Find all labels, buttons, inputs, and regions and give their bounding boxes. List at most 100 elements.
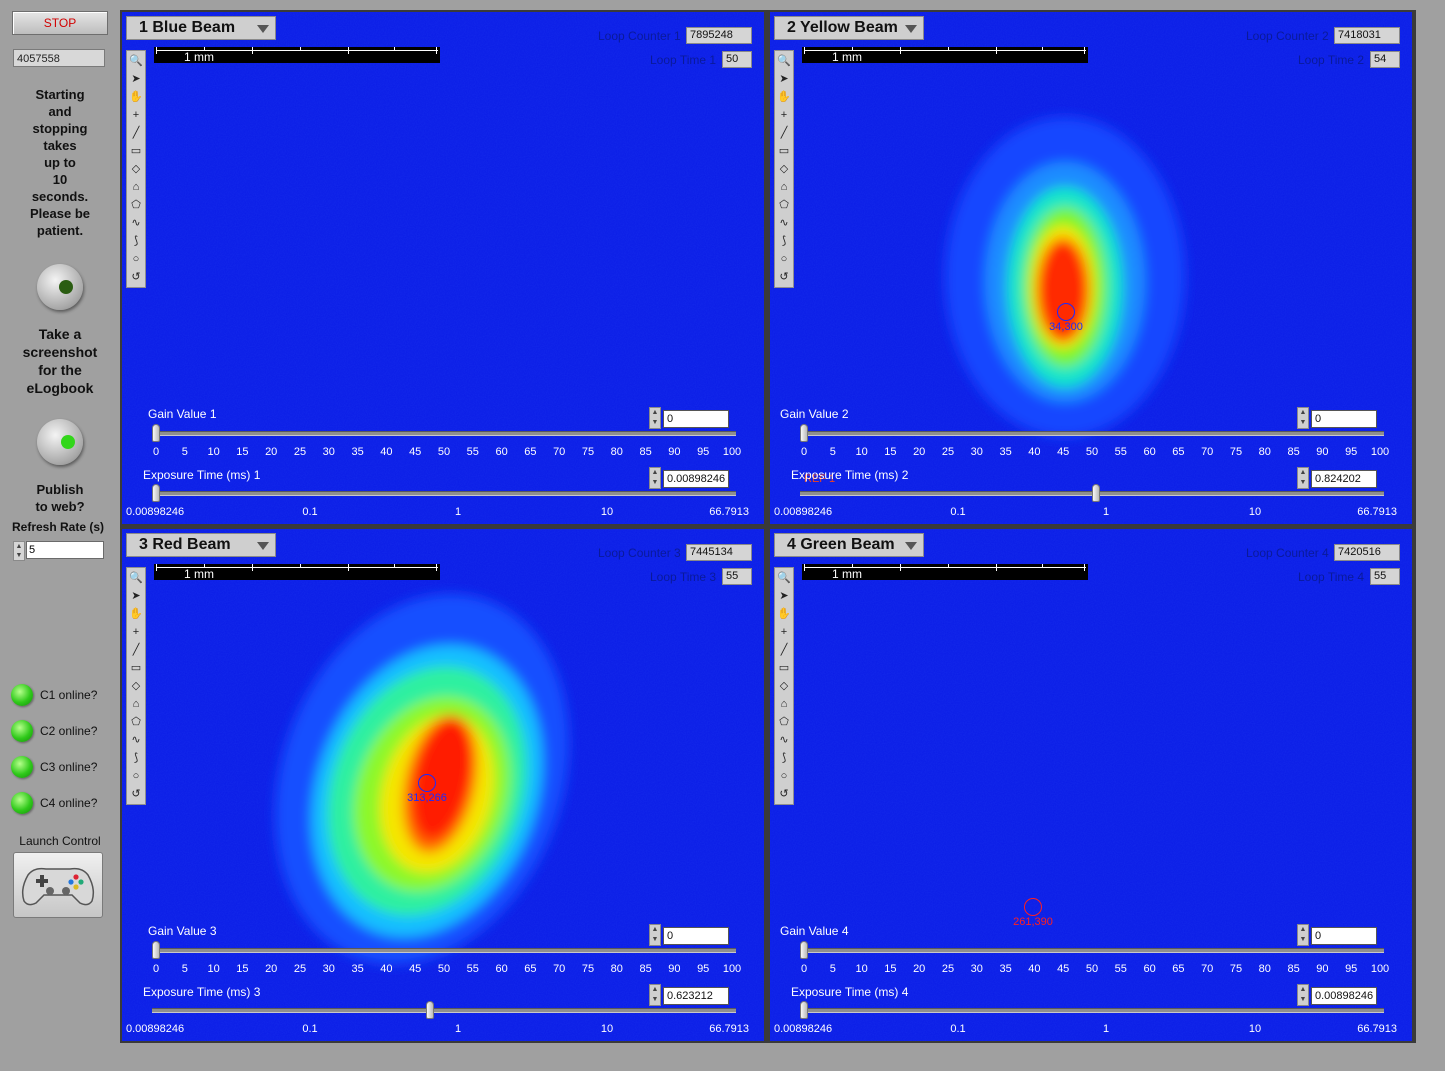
pointer-icon[interactable]: ➤ [779, 73, 789, 85]
screenshot-button[interactable] [37, 264, 83, 310]
stop-button[interactable]: STOP [12, 11, 108, 35]
exposure-slider-thumb[interactable] [1092, 484, 1100, 502]
line-icon[interactable]: ╱ [132, 127, 140, 139]
oval-icon[interactable]: ○ [780, 253, 788, 265]
rectangle-icon[interactable]: ▭ [778, 662, 790, 674]
gain-input[interactable]: 0 [1311, 410, 1377, 428]
pan-icon[interactable]: ✋ [129, 608, 143, 620]
broken-line-icon[interactable]: ⟆ [133, 235, 139, 247]
gain-spinner[interactable]: ▲ ▼ [649, 407, 661, 429]
gain-slider-track[interactable] [800, 431, 1384, 436]
crosshair-icon[interactable]: + [780, 626, 788, 638]
freehand-icon[interactable]: ∿ [131, 217, 141, 229]
annulus-icon[interactable]: ⌂ [132, 698, 140, 710]
gain-input[interactable]: 0 [663, 927, 729, 945]
pointer-icon[interactable]: ➤ [131, 73, 141, 85]
crosshair-icon[interactable]: + [132, 626, 140, 638]
pan-icon[interactable]: ✋ [777, 608, 791, 620]
oval-icon[interactable]: ○ [132, 253, 140, 265]
pointer-icon[interactable]: ➤ [779, 590, 789, 602]
polygon-icon[interactable]: ⬠ [131, 199, 141, 211]
exposure-slider-thumb[interactable] [152, 484, 160, 502]
freehand-icon[interactable]: ∿ [779, 217, 789, 229]
rotated-rect-icon[interactable]: ◇ [779, 163, 789, 175]
zoom-icon[interactable]: 🔍 [777, 572, 791, 584]
gain-slider-thumb[interactable] [800, 941, 808, 959]
zoom-icon[interactable]: 🔍 [129, 55, 143, 67]
rotation-icon[interactable]: ↺ [131, 788, 141, 800]
beam-image[interactable] [122, 12, 764, 524]
camera-title-ring[interactable]: 3 Red Beam [126, 533, 276, 557]
camera-title-ring[interactable]: 2 Yellow Beam [774, 16, 924, 40]
gain-scale-tick: 10 [855, 446, 868, 458]
freehand-icon[interactable]: ∿ [131, 734, 141, 746]
rectangle-icon[interactable]: ▭ [130, 662, 142, 674]
annulus-icon[interactable]: ⌂ [780, 698, 788, 710]
rotated-rect-icon[interactable]: ◇ [131, 680, 141, 692]
annulus-icon[interactable]: ⌂ [132, 181, 140, 193]
camera-title-ring[interactable]: 4 Green Beam [774, 533, 924, 557]
exposure-spinner[interactable]: ▲ ▼ [1297, 984, 1309, 1006]
exposure-slider-thumb[interactable] [425, 1001, 434, 1019]
annulus-icon[interactable]: ⌂ [780, 181, 788, 193]
launch-control-button[interactable] [13, 852, 103, 918]
broken-line-icon[interactable]: ⟆ [781, 235, 787, 247]
pointer-icon[interactable]: ➤ [131, 590, 141, 602]
exposure-slider-track[interactable] [152, 1008, 736, 1013]
exposure-spinner[interactable]: ▲ ▼ [649, 467, 661, 489]
polygon-icon[interactable]: ⬠ [779, 199, 789, 211]
zoom-icon[interactable]: 🔍 [777, 55, 791, 67]
refresh-rate-input[interactable]: 5 [26, 541, 104, 559]
scale-bar: 1 mm [802, 47, 1088, 64]
gain-slider-thumb[interactable] [152, 424, 160, 442]
line-icon[interactable]: ╱ [780, 644, 788, 656]
line-icon[interactable]: ╱ [132, 644, 140, 656]
exposure-input[interactable]: 0.00898246 [663, 470, 729, 488]
rotation-icon[interactable]: ↺ [131, 271, 141, 283]
pan-icon[interactable]: ✋ [129, 91, 143, 103]
exposure-slider-track[interactable] [152, 491, 736, 496]
rotation-icon[interactable]: ↺ [779, 271, 789, 283]
gain-spinner[interactable]: ▲ ▼ [1297, 924, 1309, 946]
polygon-icon[interactable]: ⬠ [779, 716, 789, 728]
gain-scale-tick: 20 [913, 963, 926, 975]
exposure-spinner[interactable]: ▲ ▼ [1297, 467, 1309, 489]
gain-slider-track[interactable] [152, 948, 736, 953]
line-icon[interactable]: ╱ [780, 127, 788, 139]
broken-line-icon[interactable]: ⟆ [781, 752, 787, 764]
gain-spinner[interactable]: ▲ ▼ [1297, 407, 1309, 429]
gain-input[interactable]: 0 [1311, 927, 1377, 945]
gain-scale-tick: 60 [1143, 963, 1156, 975]
exposure-slider-track[interactable] [800, 1008, 1384, 1013]
rectangle-icon[interactable]: ▭ [778, 145, 790, 157]
beam-image[interactable] [770, 12, 1412, 524]
rotated-rect-icon[interactable]: ◇ [131, 163, 141, 175]
gain-input[interactable]: 0 [663, 410, 729, 428]
oval-icon[interactable]: ○ [780, 770, 788, 782]
gain-spinner[interactable]: ▲ ▼ [649, 924, 661, 946]
polygon-icon[interactable]: ⬠ [131, 716, 141, 728]
broken-line-icon[interactable]: ⟆ [133, 752, 139, 764]
refresh-rate-spinner[interactable]: ▲ ▼ [13, 541, 25, 561]
crosshair-icon[interactable]: + [132, 109, 140, 121]
crosshair-icon[interactable]: + [780, 109, 788, 121]
pan-icon[interactable]: ✋ [777, 91, 791, 103]
exposure-input[interactable]: 0.824202 [1311, 470, 1377, 488]
rotated-rect-icon[interactable]: ◇ [779, 680, 789, 692]
beam-image[interactable] [770, 529, 1412, 1041]
oval-icon[interactable]: ○ [132, 770, 140, 782]
exposure-input[interactable]: 0.623212 [663, 987, 729, 1005]
rectangle-icon[interactable]: ▭ [130, 145, 142, 157]
gain-slider-thumb[interactable] [800, 424, 808, 442]
freehand-icon[interactable]: ∿ [779, 734, 789, 746]
exposure-spinner[interactable]: ▲ ▼ [649, 984, 661, 1006]
gain-slider-track[interactable] [800, 948, 1384, 953]
gain-slider-track[interactable] [152, 431, 736, 436]
rotation-icon[interactable]: ↺ [779, 788, 789, 800]
gain-slider-thumb[interactable] [152, 941, 160, 959]
zoom-icon[interactable]: 🔍 [129, 572, 143, 584]
publish-toggle[interactable] [37, 419, 83, 465]
camera-title-ring[interactable]: 1 Blue Beam [126, 16, 276, 40]
exposure-slider-thumb[interactable] [800, 1001, 808, 1019]
exposure-input[interactable]: 0.00898246 [1311, 987, 1377, 1005]
